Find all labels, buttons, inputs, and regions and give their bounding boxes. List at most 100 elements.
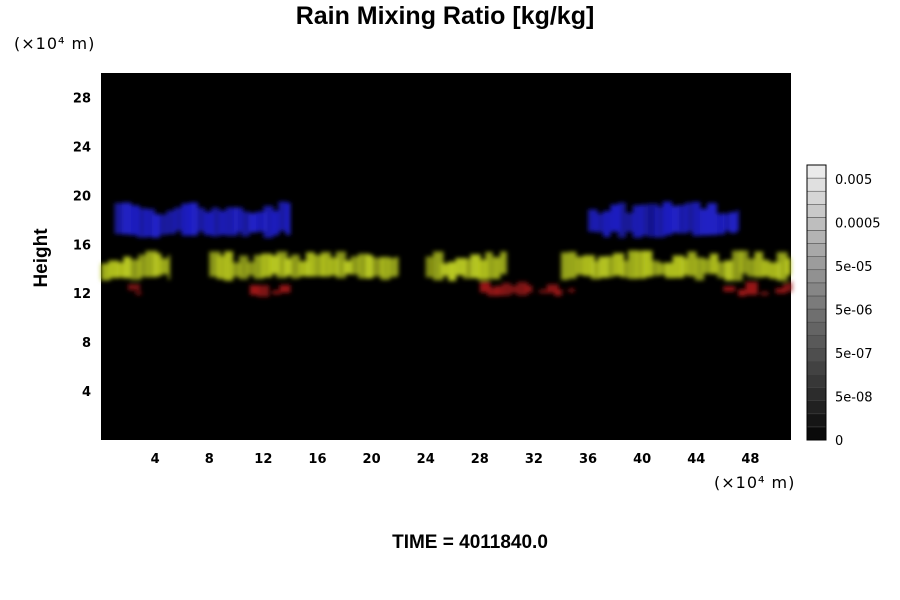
colorbar-level	[806, 164, 827, 179]
y-tick-label: 24	[73, 140, 91, 155]
rain-blob	[166, 210, 177, 235]
rain-blob	[343, 260, 353, 275]
rain-blob	[672, 255, 685, 278]
colorbar-level	[806, 204, 827, 218]
rain-blob	[500, 251, 507, 275]
colorbar-level	[806, 321, 827, 336]
colorbar-level	[806, 295, 827, 310]
rain-blob	[433, 251, 444, 281]
rain-blob	[539, 289, 549, 294]
rain-blob	[575, 256, 585, 275]
colorbar-tick-label: 5e-08	[835, 391, 873, 406]
rain-blob	[144, 208, 155, 237]
rain-blob	[108, 260, 119, 279]
rain-blob	[492, 257, 501, 280]
rain-blob	[561, 290, 571, 292]
rain-blob	[246, 261, 255, 276]
rain-blob	[760, 291, 769, 296]
x-tick-label: 16	[308, 452, 326, 467]
rain-blob	[298, 261, 311, 277]
rain-blob	[291, 254, 300, 279]
rain-blob	[448, 261, 457, 281]
x-tick-label: 4	[151, 452, 160, 467]
rain-blob	[115, 262, 126, 278]
rain-blob	[211, 207, 220, 237]
rain-blob	[687, 251, 697, 277]
colorbar-level	[806, 334, 827, 349]
y-tick-label: 16	[73, 238, 91, 253]
rain-blob	[627, 250, 638, 279]
rain-blob	[328, 257, 340, 276]
rain-blob	[159, 214, 168, 235]
rain-blob	[218, 210, 227, 236]
rain-blob	[583, 255, 595, 277]
rain-blob	[724, 260, 733, 281]
rain-blob	[782, 283, 791, 292]
rain-blob	[145, 250, 158, 278]
rain-blob	[257, 285, 270, 297]
rain-blob	[226, 207, 239, 236]
rain-blob	[276, 251, 288, 278]
rain-blob	[699, 208, 710, 236]
colorbar-tick-label: 0	[835, 434, 843, 449]
rain-blob	[372, 257, 385, 277]
rain-blob	[209, 251, 221, 277]
rain-blob	[462, 258, 471, 279]
rain-blob	[569, 288, 575, 293]
rain-blob	[335, 251, 347, 279]
colorbar-level	[806, 256, 827, 271]
rain-blob	[620, 260, 629, 278]
rain-blob	[640, 204, 648, 236]
rain-blob	[736, 209, 739, 231]
rain-blob	[605, 256, 614, 278]
rain-blob	[684, 202, 693, 232]
x-tick-labels: 4 8 12 16 20 24 28 32 36 40 44 48	[151, 452, 760, 467]
rain-blob	[136, 208, 148, 238]
rain-blob	[248, 213, 258, 233]
x-tick-label: 8	[205, 452, 214, 467]
rain-blob	[114, 203, 125, 235]
rain-blob	[732, 250, 743, 281]
time-annotation: TIME = 4011840.0	[392, 532, 548, 553]
rain-blob	[769, 262, 782, 279]
x-axis-unit-note: (×10⁴ m)	[714, 473, 796, 492]
colorbar-level	[806, 426, 827, 441]
rain-blob	[181, 203, 192, 236]
rain-blob	[662, 201, 673, 236]
colorbar-level	[806, 400, 827, 415]
rain-blob	[554, 289, 562, 296]
rain-blob	[387, 258, 397, 278]
colorbar-level	[806, 361, 827, 375]
rain-blob	[694, 257, 705, 281]
x-tick-label: 32	[525, 452, 543, 467]
rain-blob	[761, 259, 770, 277]
rain-blob	[279, 284, 291, 293]
rain-blob	[546, 284, 559, 293]
rain-blob	[642, 250, 653, 277]
rain-blob	[270, 210, 280, 236]
rain-blob	[524, 285, 533, 293]
rain-blob	[320, 252, 331, 277]
rain-blob	[702, 258, 710, 274]
rain-blob	[747, 258, 756, 277]
rain-blob	[717, 261, 728, 279]
rain-blob	[203, 211, 215, 236]
rain-blob	[135, 291, 142, 295]
rain-field-layer	[101, 201, 793, 297]
y-axis-unit-note: (×10⁴ m)	[14, 34, 96, 53]
rain-blob	[121, 202, 132, 235]
rain-blob	[665, 262, 675, 279]
x-tick-label: 40	[633, 452, 651, 467]
rain-blob	[101, 263, 111, 281]
colorbar-tick-label: 0.0005	[835, 217, 881, 232]
rain-blob	[255, 211, 268, 232]
colorbar-frame	[806, 164, 827, 441]
rain-blob	[188, 202, 199, 236]
rain-blob	[784, 258, 791, 276]
rain-blob	[440, 263, 451, 277]
rain-blob	[425, 256, 434, 278]
colorbar-level	[806, 374, 827, 388]
colorbar-tick-label: 5e-06	[835, 304, 873, 319]
x-tick-label: 44	[687, 452, 705, 467]
